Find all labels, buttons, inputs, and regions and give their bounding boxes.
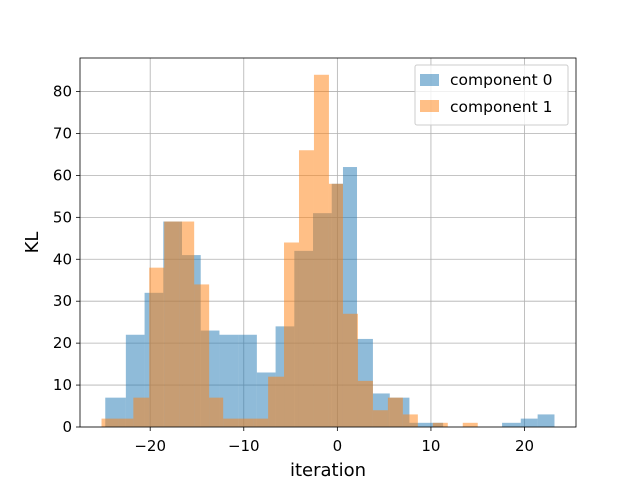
y-tick-label: 80 [53, 83, 72, 101]
histogram-bar-component-1 [462, 422, 478, 427]
histogram-bar-component-1 [118, 418, 134, 427]
histogram-bar-component-1 [402, 414, 418, 427]
legend-swatch-component-0 [420, 74, 439, 86]
x-axis-label: iteration [290, 460, 366, 480]
x-tick-label: −20 [134, 437, 166, 455]
legend-label-component-1: component 1 [450, 98, 552, 116]
histogram-bar-component-0 [409, 422, 444, 427]
histogram-bar-component-1 [298, 150, 314, 427]
histogram-bar-component-1 [357, 380, 373, 427]
histogram-bar-component-1 [238, 418, 254, 427]
y-tick-label: 70 [53, 124, 72, 142]
histogram-bar-component-0 [520, 418, 538, 427]
histogram-bar-component-1 [268, 376, 285, 427]
histogram-bar-component-1 [342, 313, 358, 427]
histogram-bar-component-0 [537, 414, 555, 427]
legend-label-component-0: component 0 [450, 71, 552, 89]
histogram-bar-component-0 [502, 422, 521, 427]
legend-frame [414, 64, 569, 126]
y-tick-label: 40 [53, 250, 72, 268]
y-axis-label: KL [22, 232, 43, 254]
histogram-bar-component-1 [313, 74, 329, 427]
histogram-bars [101, 74, 555, 428]
axis-ticks: −20 −10 0 10 20 0 10 20 30 40 50 60 70 80 [53, 83, 534, 455]
histogram-bar-component-1 [194, 284, 210, 427]
y-tick-label: 60 [53, 166, 72, 184]
histogram-bar-component-1 [387, 397, 403, 427]
y-tick-label: 50 [53, 208, 72, 226]
histogram-bar-component-1 [209, 397, 224, 427]
y-tick-label: 20 [53, 334, 72, 352]
histogram-bar-component-0 [238, 334, 257, 427]
histogram-bar-component-1 [101, 418, 119, 427]
histogram-bar-component-0 [219, 334, 239, 427]
histogram-bar-component-1 [149, 267, 165, 427]
histogram-bar-component-1 [372, 410, 388, 427]
x-tick-label: −10 [228, 437, 260, 455]
histogram-bar-component-1 [328, 183, 343, 427]
histogram-bar-component-1 [179, 221, 195, 427]
histogram-bar-component-1 [284, 242, 299, 427]
histogram-bar-component-1 [432, 422, 448, 427]
y-tick-label: 10 [53, 376, 72, 394]
histogram-bar-component-1 [223, 418, 239, 427]
histogram-bar-component-1 [253, 418, 269, 427]
x-tick-label: 0 [333, 437, 343, 455]
plot-area-frame [79, 57, 577, 428]
legend-swatch-component-1 [420, 100, 439, 112]
x-tick-label: 20 [515, 437, 534, 455]
x-tick-label: 10 [421, 437, 440, 455]
y-tick-label: 30 [53, 292, 72, 310]
histogram-bar-component-1 [133, 397, 150, 427]
legend: component 0 component 1 [414, 64, 569, 126]
histogram-bar-component-1 [164, 221, 180, 427]
y-tick-label: 0 [62, 418, 72, 436]
